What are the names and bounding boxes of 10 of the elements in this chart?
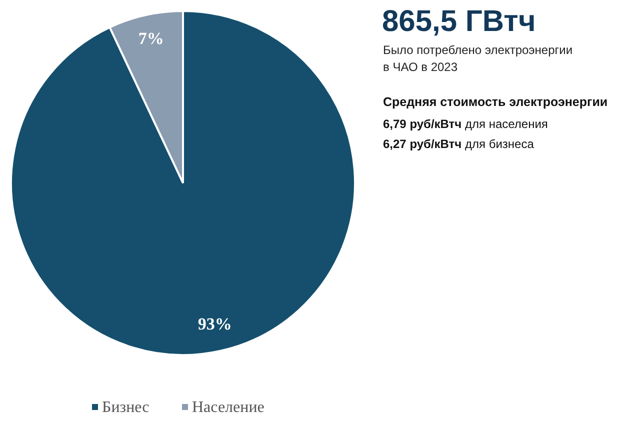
data-label: 93% xyxy=(198,314,232,334)
text: Средняя стоимость электроэнергии xyxy=(383,95,608,109)
text: 6,79 руб/кВтч для населения xyxy=(383,117,548,131)
pie-slice xyxy=(10,10,356,356)
legend-label: Бизнес xyxy=(102,399,150,416)
text: 6,27 руб/кВтч для бизнеса xyxy=(383,137,534,151)
text: 865,5 ГВтч xyxy=(382,5,536,38)
data-label: 7% xyxy=(138,29,164,48)
legend-label: Население xyxy=(192,399,264,416)
text: Было потреблено электроэнергии в ЧАО в 2023 xyxy=(383,43,573,74)
